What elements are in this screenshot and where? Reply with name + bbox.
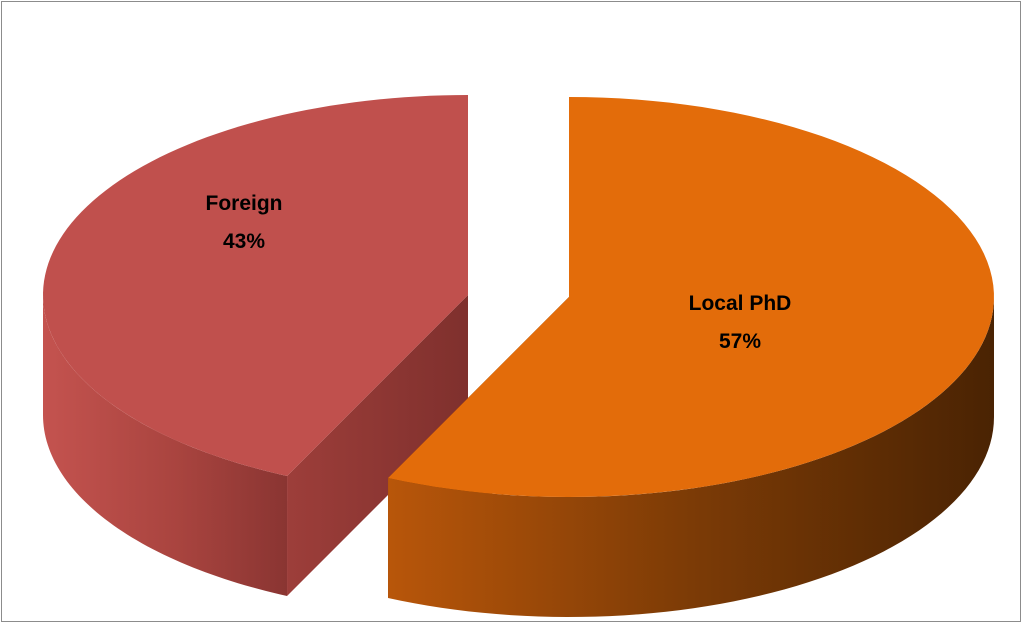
data-label-local-phd-name: Local PhD — [689, 292, 792, 315]
slice-foreign — [43, 95, 469, 596]
slice-local-phd — [388, 97, 994, 617]
slice-foreign-top — [43, 95, 469, 476]
slice-local-phd-top — [388, 97, 994, 497]
slice-foreign-cut-face-1 — [287, 295, 468, 596]
data-label-foreign-value: 43% — [223, 230, 265, 253]
slice-local-phd-side — [388, 297, 994, 617]
slice-foreign-side — [43, 295, 288, 596]
data-label-foreign-name: Foreign — [206, 192, 283, 215]
data-label-local-phd-value: 57% — [719, 330, 761, 353]
